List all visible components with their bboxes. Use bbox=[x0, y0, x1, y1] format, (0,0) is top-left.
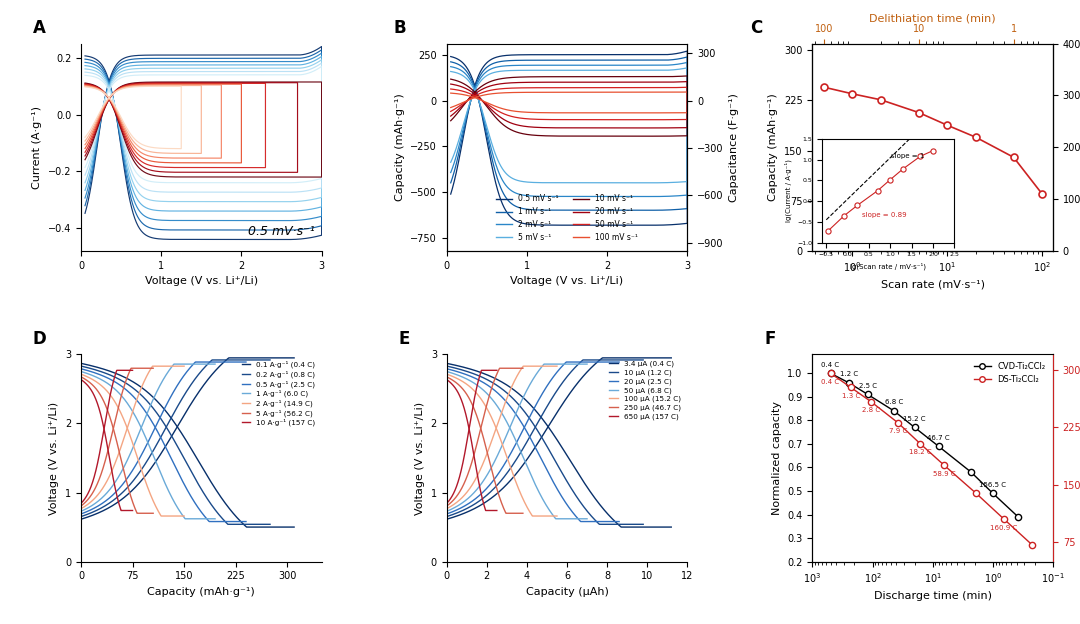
Text: 0.4 C: 0.4 C bbox=[822, 362, 839, 368]
Text: B: B bbox=[394, 19, 406, 37]
Text: 18.2 C: 18.2 C bbox=[909, 449, 932, 456]
Text: E: E bbox=[399, 330, 410, 348]
X-axis label: Capacity (μAh): Capacity (μAh) bbox=[526, 587, 608, 597]
Y-axis label: Normalized capacity: Normalized capacity bbox=[772, 401, 782, 515]
X-axis label: Discharge time (min): Discharge time (min) bbox=[874, 591, 991, 601]
X-axis label: Voltage (V vs. Li⁺/Li): Voltage (V vs. Li⁺/Li) bbox=[145, 276, 258, 286]
Legend: CVD-Ti₂CCl₂, DS-Ti₂CCl₂: CVD-Ti₂CCl₂, DS-Ti₂CCl₂ bbox=[971, 359, 1049, 388]
Text: A: A bbox=[32, 19, 45, 37]
Text: 160.9 C: 160.9 C bbox=[990, 525, 1017, 531]
Y-axis label: Current (A·g⁻¹): Current (A·g⁻¹) bbox=[32, 105, 42, 189]
X-axis label: Capacity (mAh·g⁻¹): Capacity (mAh·g⁻¹) bbox=[148, 587, 255, 597]
Y-axis label: Capacitance (F·g⁻¹): Capacitance (F·g⁻¹) bbox=[729, 93, 739, 202]
Text: 1.3 C: 1.3 C bbox=[841, 393, 860, 399]
Text: 46.7 C: 46.7 C bbox=[928, 435, 949, 441]
Text: 0.4 C: 0.4 C bbox=[822, 379, 839, 385]
Text: 15.2 C: 15.2 C bbox=[903, 416, 926, 422]
Legend: 3.4 μA (0.4 C), 10 μA (1.2 C), 20 μA (2.5 C), 50 μA (6.8 C), 100 μA (15.2 C), 25: 3.4 μA (0.4 C), 10 μA (1.2 C), 20 μA (2.… bbox=[607, 358, 684, 422]
Text: F: F bbox=[765, 330, 775, 348]
Text: D: D bbox=[32, 330, 46, 348]
Text: 2.8 C: 2.8 C bbox=[862, 407, 880, 413]
Text: 7.9 C: 7.9 C bbox=[889, 428, 907, 434]
Y-axis label: Capacity (mAh·g⁻¹): Capacity (mAh·g⁻¹) bbox=[394, 94, 405, 201]
X-axis label: Delithiation time (min): Delithiation time (min) bbox=[869, 13, 996, 23]
Text: 0.5 mV·s⁻¹: 0.5 mV·s⁻¹ bbox=[247, 225, 314, 238]
Y-axis label: Voltage (V vs. Li⁺/Li): Voltage (V vs. Li⁺/Li) bbox=[50, 401, 59, 515]
Text: 58.9 C: 58.9 C bbox=[933, 470, 956, 477]
X-axis label: Scan rate (mV·s⁻¹): Scan rate (mV·s⁻¹) bbox=[880, 280, 985, 290]
Text: 156.5 C: 156.5 C bbox=[980, 482, 1007, 488]
Text: 1.2 C: 1.2 C bbox=[839, 371, 858, 377]
Legend: 0.5 mV s⁻¹, 1 mV s⁻¹, 2 mV s⁻¹, 5 mV s⁻¹, 10 mV s⁻¹, 20 mV s⁻¹, 50 mV s⁻¹, 100 m: 0.5 mV s⁻¹, 1 mV s⁻¹, 2 mV s⁻¹, 5 mV s⁻¹… bbox=[494, 192, 640, 245]
Text: C: C bbox=[750, 19, 762, 37]
Y-axis label: Capacity (mAh·g⁻¹): Capacity (mAh·g⁻¹) bbox=[768, 94, 779, 201]
Legend: 0.1 A·g⁻¹ (0.4 C), 0.2 A·g⁻¹ (0.8 C), 0.5 A·g⁻¹ (2.5 C), 1 A·g⁻¹ (6.0 C), 2 A·g⁻: 0.1 A·g⁻¹ (0.4 C), 0.2 A·g⁻¹ (0.8 C), 0.… bbox=[239, 358, 318, 429]
Text: 2.5 C: 2.5 C bbox=[859, 383, 877, 389]
Text: 6.8 C: 6.8 C bbox=[885, 399, 903, 406]
X-axis label: Voltage (V vs. Li⁺/Li): Voltage (V vs. Li⁺/Li) bbox=[511, 276, 623, 286]
Y-axis label: Voltage (V vs. Li⁺/Li): Voltage (V vs. Li⁺/Li) bbox=[415, 401, 426, 515]
